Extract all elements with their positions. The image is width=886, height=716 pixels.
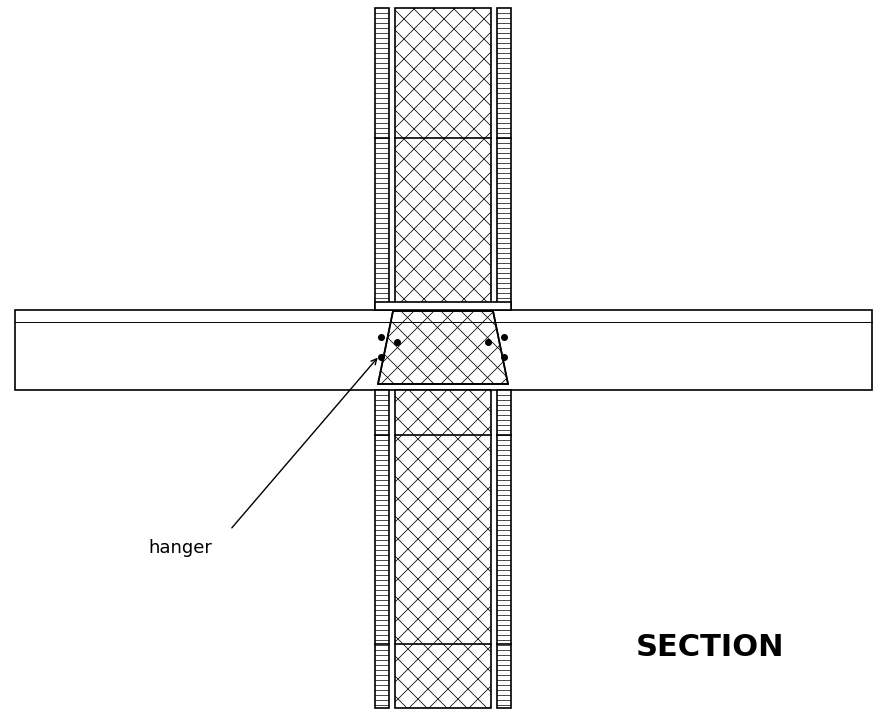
Bar: [496, 8, 510, 310]
Bar: [394, 390, 491, 708]
Circle shape: [378, 334, 384, 340]
Bar: [394, 8, 491, 310]
Text: hanger: hanger: [148, 539, 212, 557]
Circle shape: [501, 334, 507, 340]
Circle shape: [486, 339, 491, 345]
Bar: [375, 302, 510, 310]
Bar: [496, 390, 510, 708]
Bar: [496, 8, 510, 310]
Polygon shape: [377, 311, 508, 384]
Bar: [375, 390, 389, 708]
Bar: [375, 390, 389, 708]
Bar: [394, 390, 491, 708]
Circle shape: [378, 354, 384, 360]
Bar: [15, 310, 871, 390]
Bar: [394, 8, 491, 310]
Bar: [375, 8, 389, 310]
Bar: [375, 8, 389, 310]
Polygon shape: [377, 311, 508, 384]
Circle shape: [501, 354, 507, 360]
Bar: [496, 390, 510, 708]
Text: SECTION: SECTION: [635, 634, 783, 662]
Circle shape: [394, 339, 400, 345]
